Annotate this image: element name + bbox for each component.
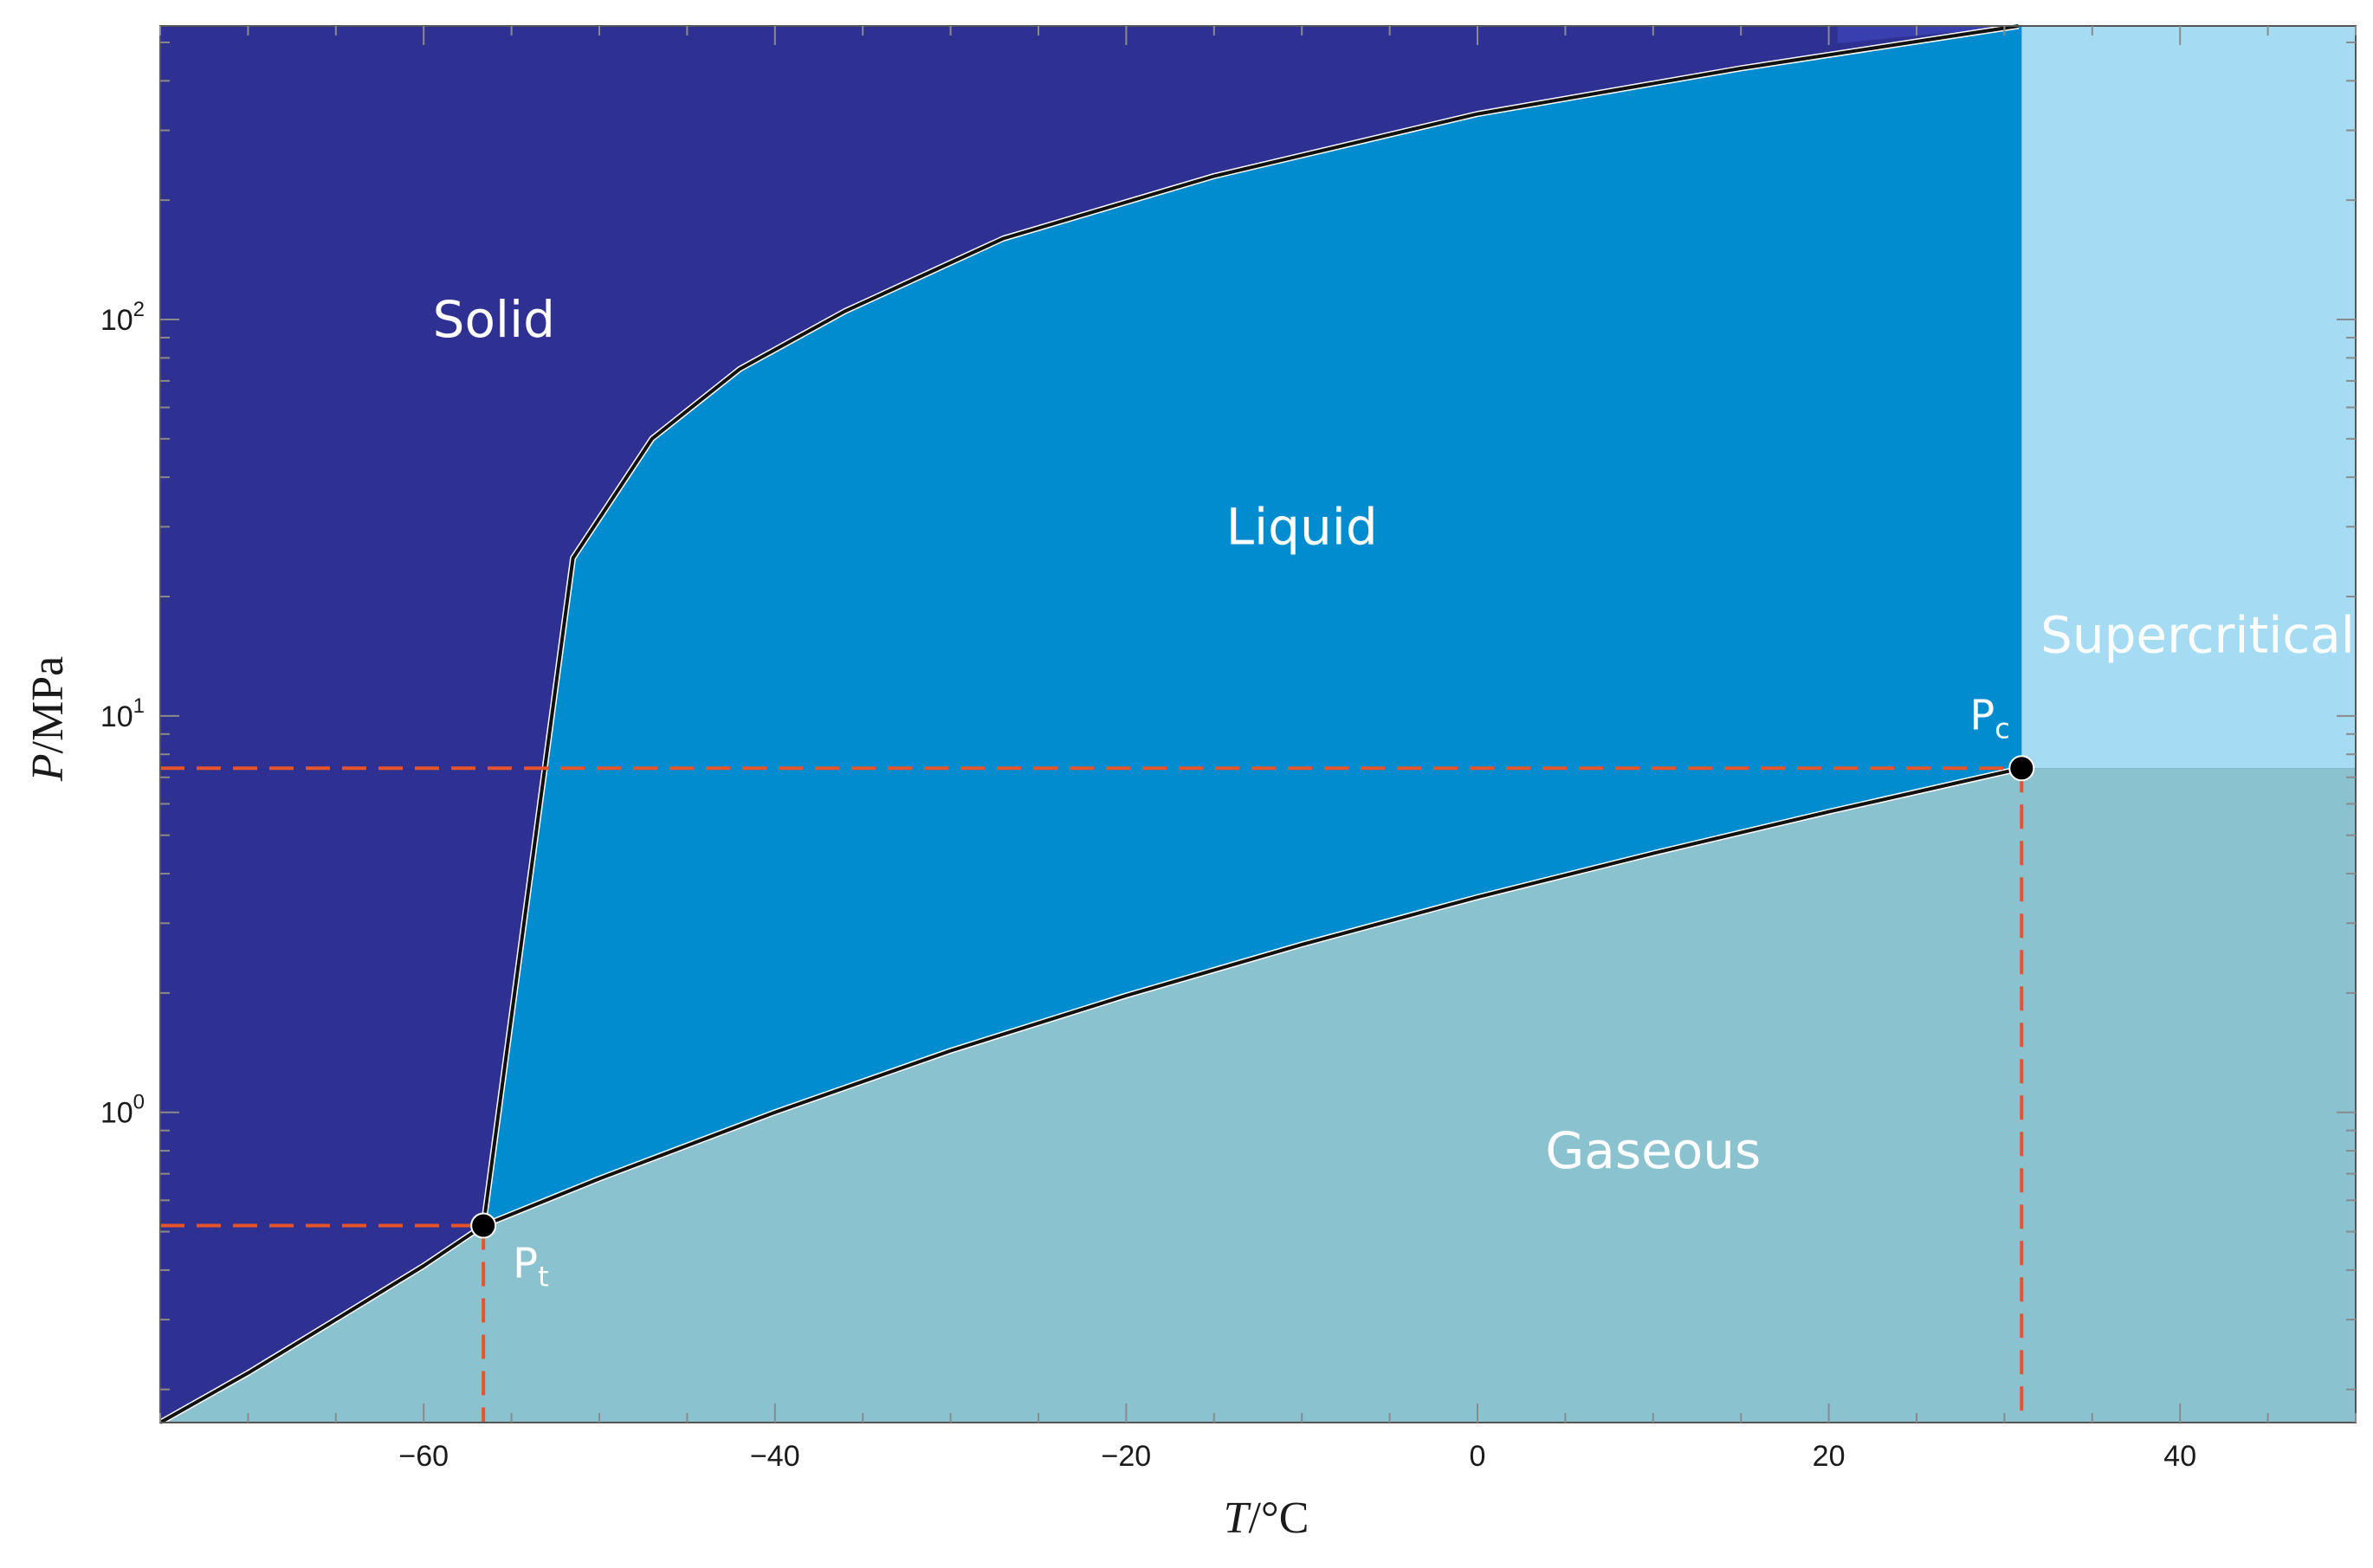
phase-regions: [160, 26, 2356, 1423]
point-marker-c: [2008, 755, 2035, 782]
point-label-c: Pc: [1969, 691, 2010, 745]
x-tick-label: −60: [398, 1440, 449, 1473]
x-tick-label: 0: [1470, 1440, 1486, 1473]
phase-boundary-curves: [158, 23, 2023, 1426]
region-liquid: [483, 26, 2022, 1226]
point-label-t: Pt: [513, 1240, 549, 1294]
x-tick-label: −40: [750, 1440, 800, 1473]
y-axis-unit: /MPa: [23, 656, 73, 754]
point-marker-t: [470, 1212, 497, 1239]
region-label-supercritical: Supercritical: [2040, 605, 2355, 664]
x-tick-label: −20: [1102, 1440, 1152, 1473]
region-solid-top-corner: [1837, 26, 2019, 43]
y-axis-title: P/MPa: [23, 656, 73, 782]
melting-curve: [482, 24, 2019, 1226]
x-tick-label: 40: [2163, 1440, 2196, 1473]
y-tick-label: 101: [100, 694, 145, 733]
x-tick-label: 20: [1813, 1440, 1846, 1473]
reference-dashed-lines: [160, 766, 2024, 1423]
region-label-liquid: Liquid: [1226, 497, 1378, 556]
region-gaseous: [160, 768, 2356, 1423]
vaporization-curve: [482, 766, 2022, 1228]
plot-frame: [159, 25, 2357, 1423]
y-tick-label: 102: [100, 298, 145, 337]
y-axis-variable: P: [23, 753, 73, 782]
region-labels: Solid Liquid Supercritical Gaseous: [433, 290, 2355, 1180]
region-supercritical: [2021, 26, 2356, 769]
x-axis-title: T/°C: [1224, 1494, 1309, 1543]
sublimation-curve: [159, 1223, 485, 1424]
plot-border: [159, 25, 2357, 1423]
x-axis-unit: /°C: [1248, 1494, 1309, 1543]
x-axis-variable: T: [1224, 1494, 1251, 1543]
region-label-gaseous: Gaseous: [1545, 1121, 1761, 1180]
critical-points: Pt Pc: [470, 691, 2035, 1294]
axis-ticks: −60 −40 −20 0 20 40 100 101 102: [100, 26, 2357, 1473]
region-label-solid: Solid: [433, 290, 555, 349]
y-tick-label: 100: [100, 1091, 145, 1130]
